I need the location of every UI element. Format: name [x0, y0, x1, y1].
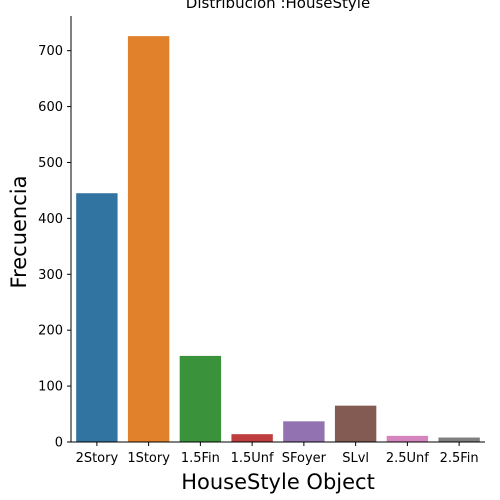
bar-SLvl	[334, 405, 377, 442]
bar-2.5Fin	[438, 437, 480, 442]
x-tick-label: SLvl	[342, 451, 369, 466]
x-axis-ticks: 2Story 1Story 1.5Fin 1.5Unf SFoyer SLvl 2.5Unf…	[76, 442, 479, 466]
y-axis-ticks: 0 100 200 300 400 500 600 700	[38, 44, 71, 451]
y-tick-label: 400	[38, 212, 63, 227]
y-tick-label: 500	[38, 156, 63, 171]
bar-1.5Fin	[179, 355, 222, 442]
x-tick-label: 2.5Unf	[386, 451, 429, 466]
x-tick-label: 1.5Unf	[231, 451, 274, 466]
bar-SFoyer	[283, 421, 325, 442]
x-tick-label: 2Story	[76, 451, 119, 466]
y-tick-label: 100	[38, 380, 63, 395]
x-tick-label: 1.5Fin	[181, 451, 220, 466]
chart-title: Distribución :HouseStyle	[186, 0, 370, 12]
x-tick-label: 1Story	[127, 451, 170, 466]
bar-1.5Unf	[231, 434, 273, 442]
bars	[76, 36, 480, 443]
y-tick-label: 600	[38, 100, 63, 115]
y-tick-label: 200	[38, 324, 63, 339]
x-axis-title: HouseStyle Object	[181, 470, 375, 494]
x-tick-label: 2.5Fin	[440, 451, 479, 466]
x-tick-label: SFoyer	[282, 451, 327, 466]
y-axis-title: Frecuencia	[7, 176, 31, 289]
bar-2.5Unf	[386, 435, 429, 442]
y-tick-label: 300	[38, 268, 63, 283]
bar-2Story	[76, 193, 118, 442]
y-tick-label: 0	[55, 436, 63, 451]
y-tick-label: 700	[38, 44, 63, 59]
bar-1Story	[127, 36, 170, 443]
